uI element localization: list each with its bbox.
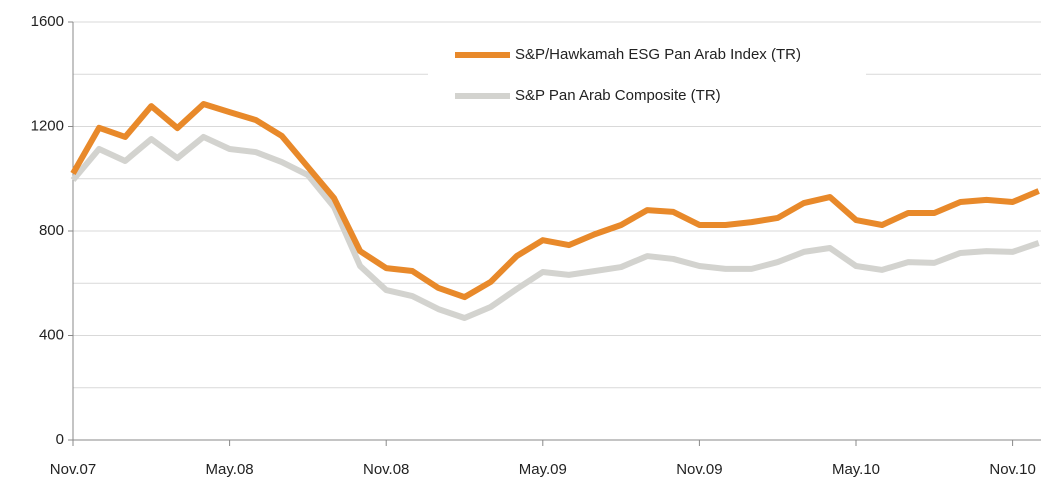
y-tick-label: 1200 [31, 117, 64, 134]
y-tick-label: 0 [56, 431, 64, 448]
line-series [70, 101, 1040, 301]
x-tick-label: Nov.07 [50, 461, 96, 478]
y-tick-label: 800 [39, 222, 64, 239]
x-tick-label: May.09 [519, 461, 567, 478]
line-series [70, 133, 1040, 321]
x-tick-label: May.10 [832, 461, 880, 478]
y-tick-label: 1600 [31, 13, 64, 30]
x-tick-label: Nov.10 [989, 461, 1035, 478]
x-tick-label: Nov.08 [363, 461, 409, 478]
legend-label: S&P/Hawkamah ESG Pan Arab Index (TR) [515, 46, 801, 63]
y-tick-label: 400 [39, 326, 64, 343]
x-tick-label: Nov.09 [676, 461, 722, 478]
legend-label: S&P Pan Arab Composite (TR) [515, 87, 721, 104]
x-tick-label: May.08 [206, 461, 254, 478]
